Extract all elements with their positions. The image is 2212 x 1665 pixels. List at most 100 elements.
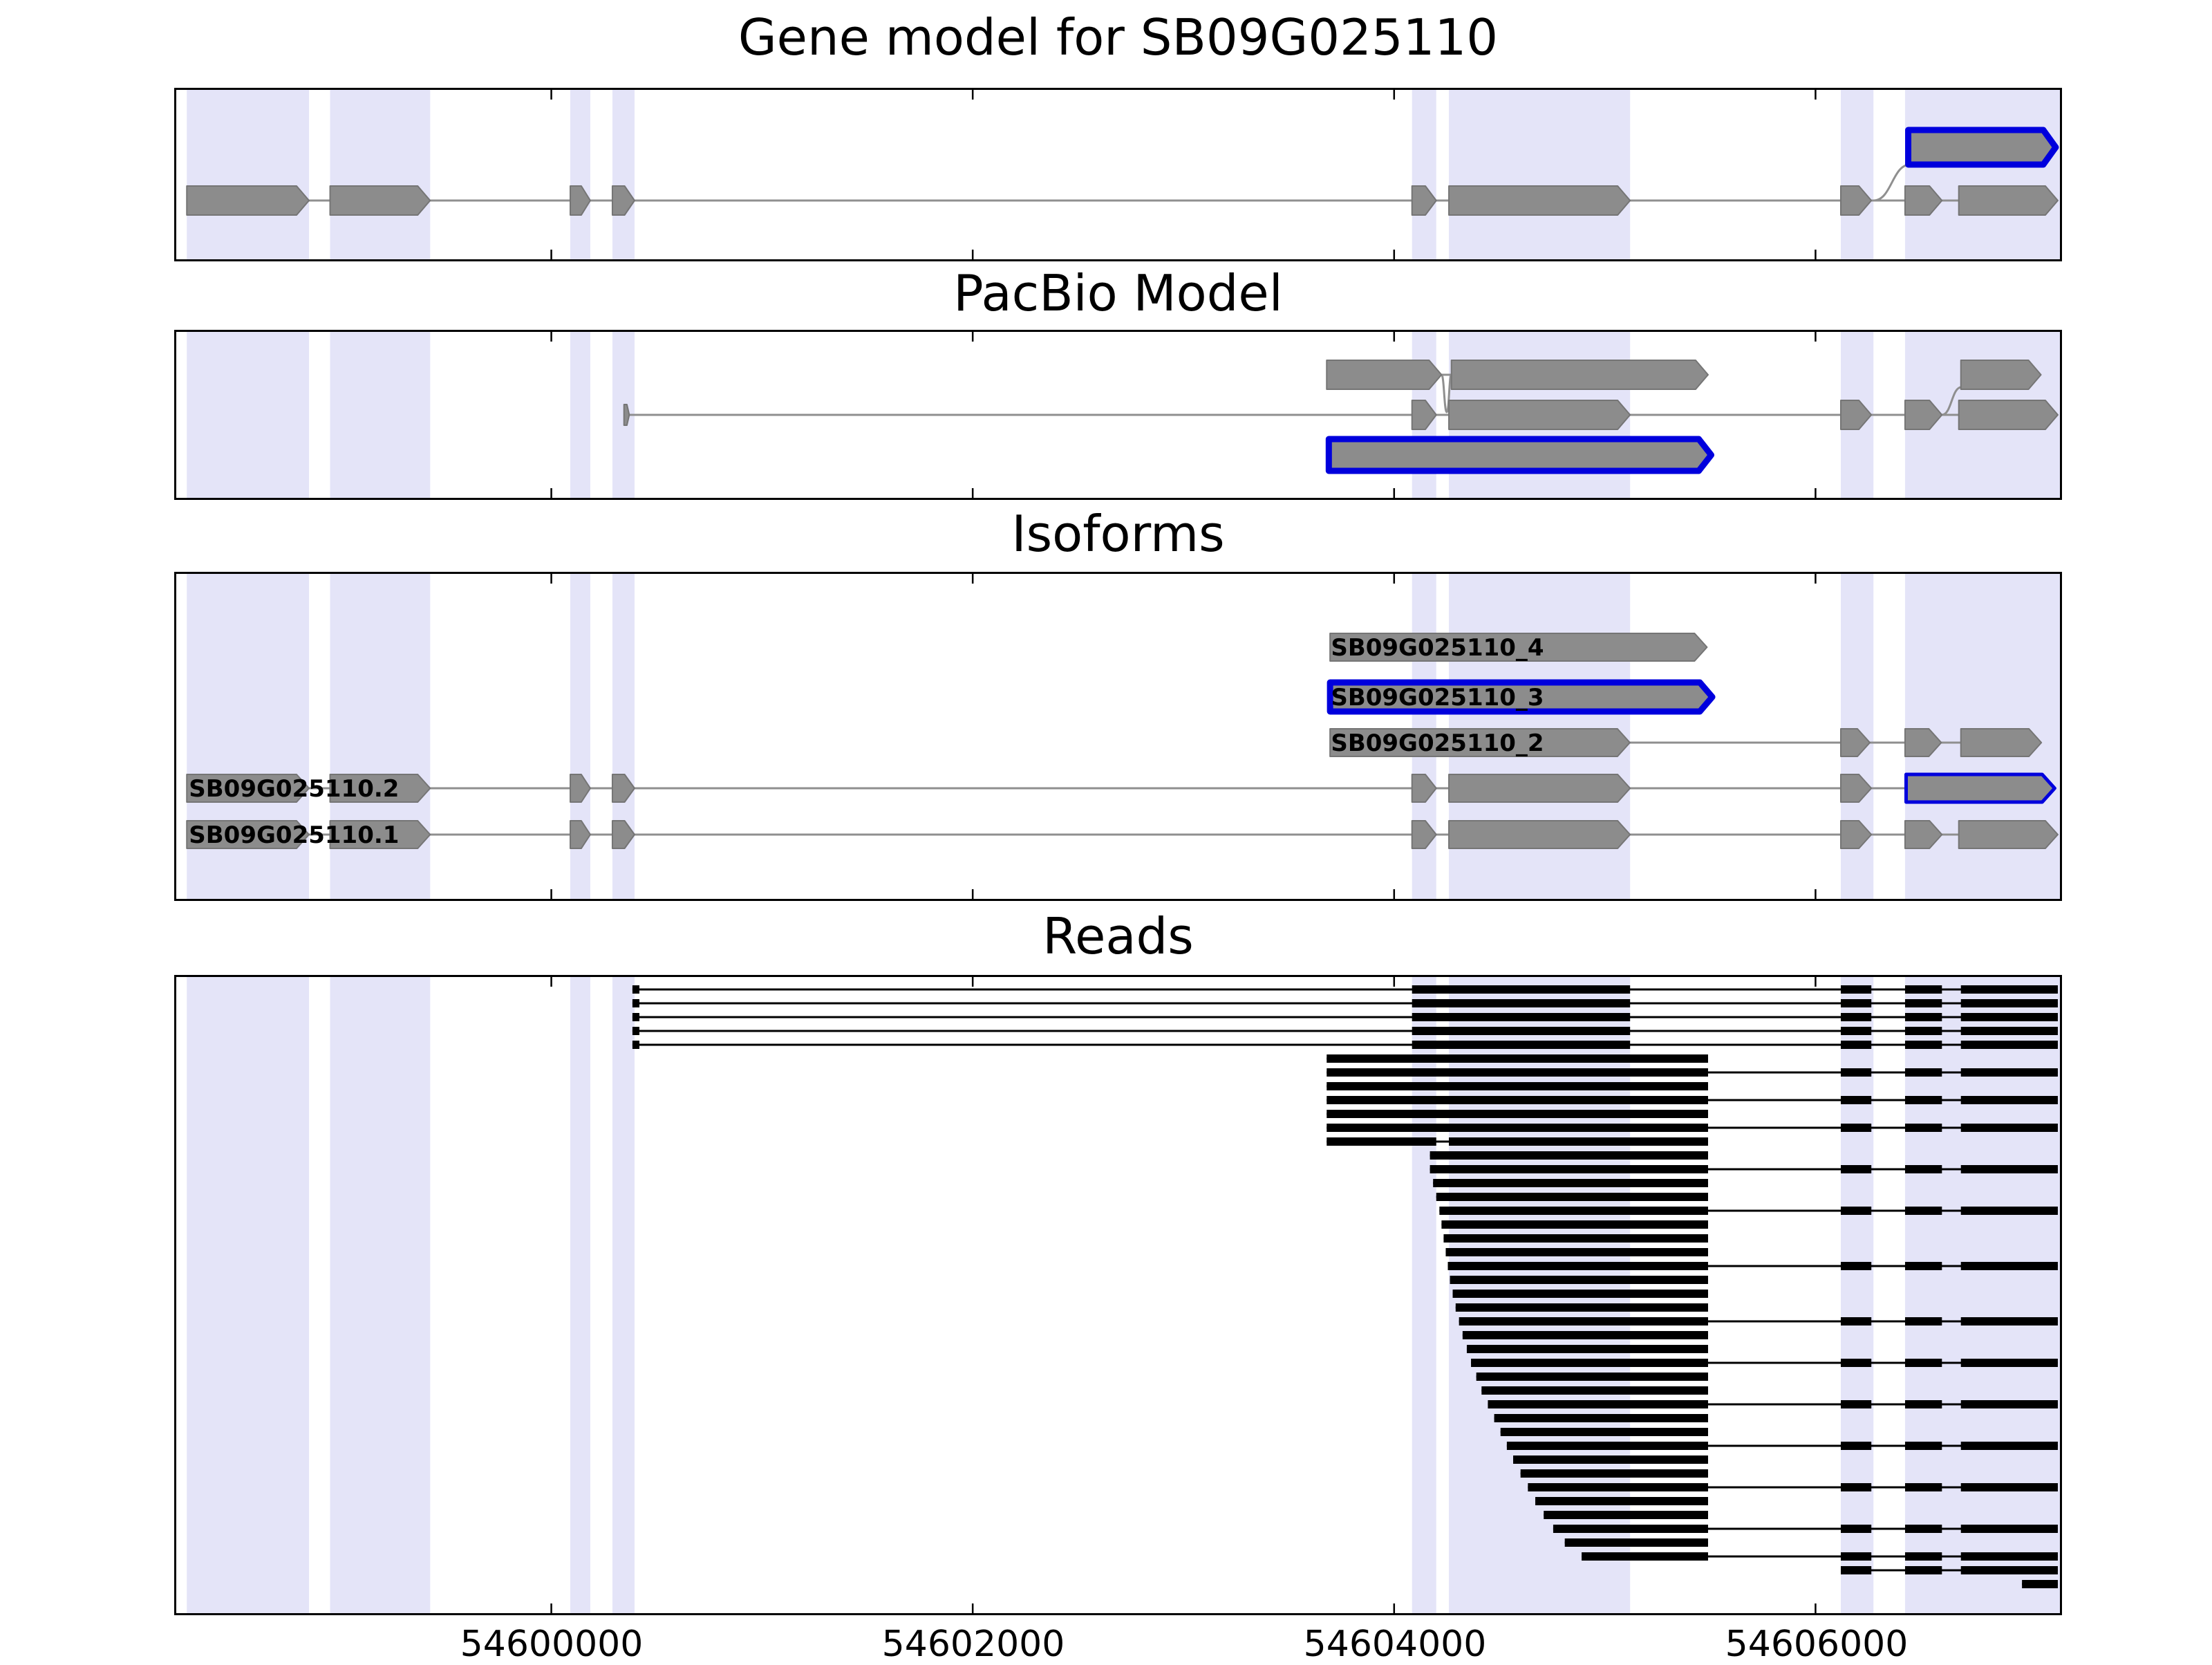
- exon-arrow: [329, 774, 431, 803]
- highlight-band: [187, 574, 310, 899]
- read-block: [632, 1041, 639, 1049]
- exon-arrow: [329, 820, 431, 849]
- read-block: [1840, 1124, 1872, 1132]
- read-block: [1840, 1525, 1872, 1533]
- highlight-band: [570, 574, 590, 899]
- highlight-band: [570, 332, 590, 498]
- highlight-band: [187, 90, 310, 259]
- read-block: [1904, 1096, 1942, 1104]
- highlight-band: [612, 977, 635, 1613]
- isoform-label: SB09G025110_4: [1331, 634, 1544, 662]
- read-block: [1840, 1400, 1872, 1408]
- exon-arrow: [1839, 400, 1873, 430]
- read-block: [1904, 1207, 1942, 1215]
- gene-model-title: Gene model for SB09G025110: [738, 8, 1499, 66]
- read-block: [1535, 1497, 1708, 1505]
- exon-arrow: [1958, 185, 2059, 216]
- highlight-band: [1904, 90, 2060, 259]
- read-block: [1960, 999, 2058, 1007]
- read-block: [1840, 1483, 1872, 1491]
- isoform-label: SB09G025110.1: [189, 821, 399, 849]
- reads-title: Reads: [1042, 907, 1194, 965]
- highlight-band: [187, 977, 310, 1613]
- read-block: [1960, 1400, 2058, 1408]
- read-block: [1840, 1359, 1872, 1367]
- exon-arrow: [186, 185, 310, 216]
- read-block: [1960, 1262, 2058, 1270]
- exon-arrow: [611, 774, 635, 803]
- read-block: [1904, 1041, 1942, 1049]
- read-block: [1455, 1303, 1708, 1312]
- read-block: [1513, 1455, 1708, 1464]
- exon-arrow: [1448, 774, 1631, 803]
- exon-arrow: [569, 820, 591, 849]
- read-block: [1327, 1124, 1708, 1132]
- exon-arrow: [1326, 360, 1443, 390]
- read-block: [1412, 985, 1631, 994]
- read-block: [1840, 1041, 1872, 1049]
- read-block: [1452, 1290, 1708, 1298]
- read-block: [1904, 1400, 1942, 1408]
- read-block: [1449, 1137, 1708, 1146]
- exon-arrow: [569, 185, 591, 216]
- highlight-band: [330, 977, 431, 1613]
- read-block: [1960, 1068, 2058, 1077]
- read-block: [1441, 1220, 1708, 1229]
- exon-arrow: [1904, 728, 1942, 757]
- read-block: [1904, 1483, 1942, 1491]
- exon-arrow: [1448, 185, 1631, 216]
- exon-arrow: [1958, 400, 2059, 430]
- read-block: [1494, 1414, 1708, 1422]
- splice-curve: [1440, 373, 1448, 413]
- highlight-band: [570, 90, 590, 259]
- read-block: [1450, 1276, 1708, 1284]
- exon-arrow: [186, 820, 310, 849]
- x-tick-label-54602000: 54602000: [881, 1624, 1065, 1665]
- read-block: [1904, 1566, 1942, 1574]
- read-block: [1553, 1525, 1708, 1533]
- read-block: [1462, 1331, 1708, 1339]
- read-block: [1904, 1262, 1942, 1270]
- highlight-band: [1840, 977, 1874, 1613]
- read-block: [1904, 1525, 1942, 1533]
- read-block: [1960, 1566, 2058, 1574]
- read-block: [1960, 1096, 2058, 1104]
- exon-arrow: [1958, 820, 2059, 849]
- exon-arrow: [611, 185, 635, 216]
- exon-arrow-highlighted: [1325, 436, 1715, 474]
- read-block: [1327, 1054, 1708, 1063]
- x-tick-label-54604000: 54604000: [1303, 1624, 1487, 1665]
- read-block: [1904, 999, 1942, 1007]
- read-block: [1960, 1027, 2058, 1035]
- exon-arrow: [1411, 774, 1437, 803]
- read-block: [1430, 1151, 1708, 1160]
- highlight-band: [570, 977, 590, 1613]
- exon-arrow: [1411, 400, 1437, 430]
- read-block: [1443, 1234, 1708, 1243]
- highlight-band: [612, 90, 635, 259]
- pacbio-model-panel: [174, 330, 2062, 500]
- x-tick-label-54600000: 54600000: [460, 1624, 644, 1665]
- read-block: [1904, 1165, 1942, 1173]
- gene-model-panel: [174, 88, 2062, 261]
- read-block: [1430, 1165, 1708, 1173]
- read-block: [1840, 1442, 1872, 1450]
- read-block: [1904, 1068, 1942, 1077]
- exon-arrow: [1450, 360, 1709, 390]
- splice-curve: [1873, 163, 1911, 202]
- read-block: [1904, 1442, 1942, 1450]
- exon-arrow-highlighted: [1904, 772, 2056, 804]
- exon-arrow: [611, 820, 635, 849]
- read-block: [1960, 1124, 2058, 1132]
- read-block: [1840, 985, 1872, 994]
- exon-arrow: [1411, 820, 1437, 849]
- read-block: [1840, 1096, 1872, 1104]
- exon-arrow: [1839, 728, 1871, 757]
- read-block: [1520, 1469, 1708, 1478]
- read-block: [1840, 999, 1872, 1007]
- highlight-band: [1412, 90, 1436, 259]
- read-block: [1960, 1442, 2058, 1450]
- read-block: [1412, 1027, 1631, 1035]
- read-block: [1960, 1207, 2058, 1215]
